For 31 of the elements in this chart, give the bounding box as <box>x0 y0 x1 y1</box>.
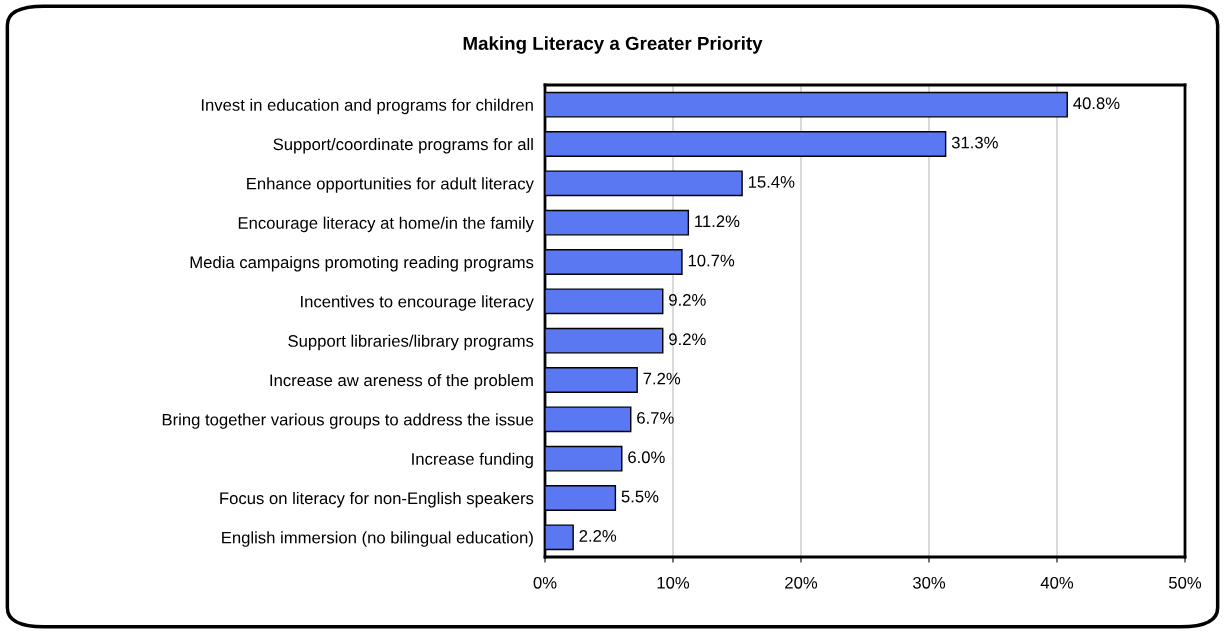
data-label: 5.5% <box>621 490 659 503</box>
y-tick-label: Support libraries/library programs <box>288 334 534 351</box>
data-label: 10.7% <box>688 254 735 267</box>
y-tick-label: Focus on literacy for non-English speakers <box>220 491 534 508</box>
x-tick-label: 0% <box>533 576 557 589</box>
y-tick-label: Incentives to encourage literacy <box>301 295 534 311</box>
data-label: 6.7% <box>637 412 674 424</box>
data-label: 31.3% <box>951 136 998 149</box>
data-label: 6.0% <box>628 451 665 464</box>
y-tick-label: Increase funding <box>412 452 533 469</box>
x-tick-label: 40% <box>1040 576 1074 589</box>
y-tick-label: Increase aw areness of the problem <box>270 373 533 390</box>
x-tick-label: 30% <box>912 576 946 589</box>
y-tick-label: Invest in education and programs for children <box>201 98 533 115</box>
data-label: 11.2% <box>695 215 740 228</box>
y-tick-label: Media campaigns promoting reading programs <box>190 255 534 272</box>
data-label: 40.8% <box>1073 97 1120 110</box>
x-tick-label: 10% <box>657 576 690 589</box>
y-tick-label: Enhance opportunities for adult literacy <box>247 177 534 193</box>
y-tick-label: Bring together various groups to address the issue <box>162 413 534 429</box>
chart-title: Making Literacy a Greater Priority <box>463 36 763 54</box>
x-tick-label: 50% <box>1168 576 1202 589</box>
data-label: 7.2% <box>643 372 681 385</box>
data-label: 2.2% <box>579 530 617 542</box>
data-label: 9.2% <box>669 333 706 346</box>
data-label: 9.2% <box>669 294 706 306</box>
data-label: 15.4% <box>748 176 795 188</box>
x-tick-label: 20% <box>785 576 818 589</box>
y-tick-label: Support/coordinate programs for all <box>273 137 533 154</box>
y-tick-label: English immersion (no bilingual education) <box>222 531 533 547</box>
y-tick-label: Encourage literacy at home/in the family <box>238 216 534 233</box>
